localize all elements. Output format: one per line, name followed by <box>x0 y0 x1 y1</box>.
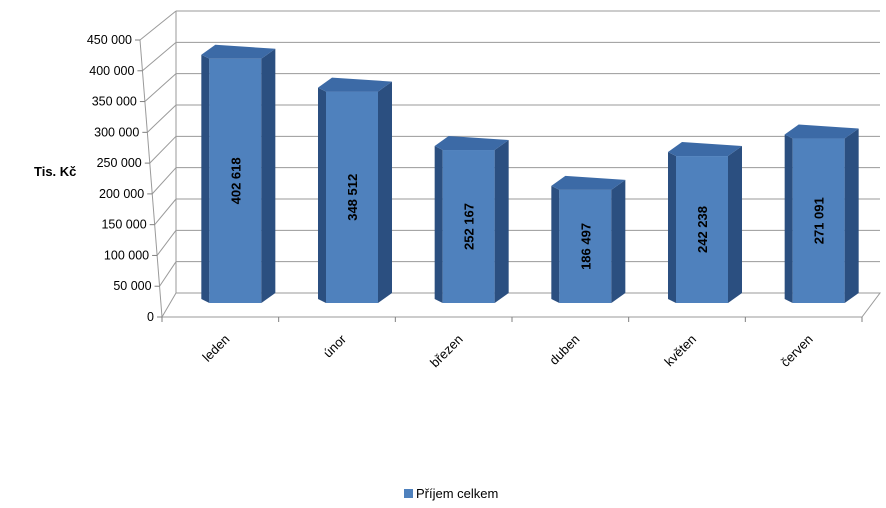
x-tick-label: březen <box>427 332 466 371</box>
bar-červen: 271 091 <box>784 124 859 303</box>
gridline-side <box>154 198 177 225</box>
x-tick-label: květen <box>661 332 699 370</box>
bar-front-face <box>326 91 378 303</box>
legend-swatch <box>404 489 413 498</box>
bar-data-label: 348 512 <box>345 174 360 221</box>
bar-side-face <box>668 152 676 303</box>
bar-data-label: 242 238 <box>695 206 710 253</box>
bar-data-label: 186 497 <box>578 223 593 270</box>
y-tick-label: 450 000 <box>87 33 132 47</box>
bar-side-face <box>434 146 443 303</box>
gridline-side <box>139 10 177 41</box>
x-axis-ticks: leden únor březen duben květen červen <box>161 317 863 371</box>
bar-right-face <box>844 128 859 303</box>
bar-top-face <box>201 44 276 59</box>
y-tick-label: 0 <box>147 310 154 324</box>
bar-top-face <box>318 77 392 92</box>
gridline-side <box>144 73 177 102</box>
bar-side-face <box>201 54 210 303</box>
side-wall-front-edge <box>139 39 163 318</box>
bar-únor: 348 512 <box>318 77 392 303</box>
y-tick-label: 50 000 <box>113 279 151 293</box>
x-tick-label: leden <box>199 332 232 365</box>
bar-front-face <box>559 189 612 303</box>
gridline-side <box>146 104 177 133</box>
x-tick-label: duben <box>546 332 582 368</box>
bar-right-face <box>261 48 276 303</box>
bar-top-face <box>434 136 509 151</box>
bar-front-face <box>442 150 495 303</box>
y-tick-label: 250 000 <box>97 156 142 170</box>
bar-top-face <box>668 142 742 157</box>
gridline-side <box>142 41 177 72</box>
bar-duben: 186 497 <box>551 175 626 303</box>
bar-květen: 242 238 <box>668 142 742 303</box>
bar-right-face <box>378 81 392 303</box>
y-tick-label: 400 000 <box>89 64 134 78</box>
legend: Příjem celkem <box>404 486 498 501</box>
bar-front-face <box>676 156 728 303</box>
bar-side-face <box>784 134 793 303</box>
bar-data-label: 402 618 <box>228 157 243 204</box>
bar-data-label: 252 167 <box>462 203 477 250</box>
bar-right-face <box>611 179 626 303</box>
y-tick-label: 300 000 <box>94 125 139 139</box>
bar-data-label: 271 091 <box>812 197 827 244</box>
bars: 402 618 348 512 252 167 186 497 242 238 271 0… <box>201 44 859 303</box>
bar-side-face <box>318 87 326 303</box>
bar-top-face <box>784 124 859 139</box>
bar-front-face <box>792 138 845 303</box>
y-axis-ticks: 0 50 000 100 000 150 000 200 000 250 000 300 0… <box>87 33 162 324</box>
bar-top-face <box>551 175 626 190</box>
gridline-side <box>159 261 177 287</box>
x-tick-label: únor <box>320 331 349 360</box>
y-tick-label: 150 000 <box>101 218 146 232</box>
y-tick-label: 200 000 <box>99 187 144 201</box>
gridlines <box>139 10 880 287</box>
bar-leden: 402 618 <box>201 44 276 303</box>
bar-right-face <box>494 140 509 303</box>
x-tick-label: červen <box>778 332 816 370</box>
gridline-side <box>149 135 177 164</box>
bar-březen: 252 167 <box>434 136 509 303</box>
bar-right-face <box>728 146 742 303</box>
bar-front-face <box>209 58 262 303</box>
y-tick-label: 350 000 <box>92 95 137 109</box>
legend-label: Příjem celkem <box>416 486 498 501</box>
y-axis-label: Tis. Kč <box>34 164 76 179</box>
bar-side-face <box>551 185 560 303</box>
gridline-side <box>151 167 177 195</box>
y-tick-label: 100 000 <box>104 248 149 262</box>
gridline-side <box>156 230 177 256</box>
